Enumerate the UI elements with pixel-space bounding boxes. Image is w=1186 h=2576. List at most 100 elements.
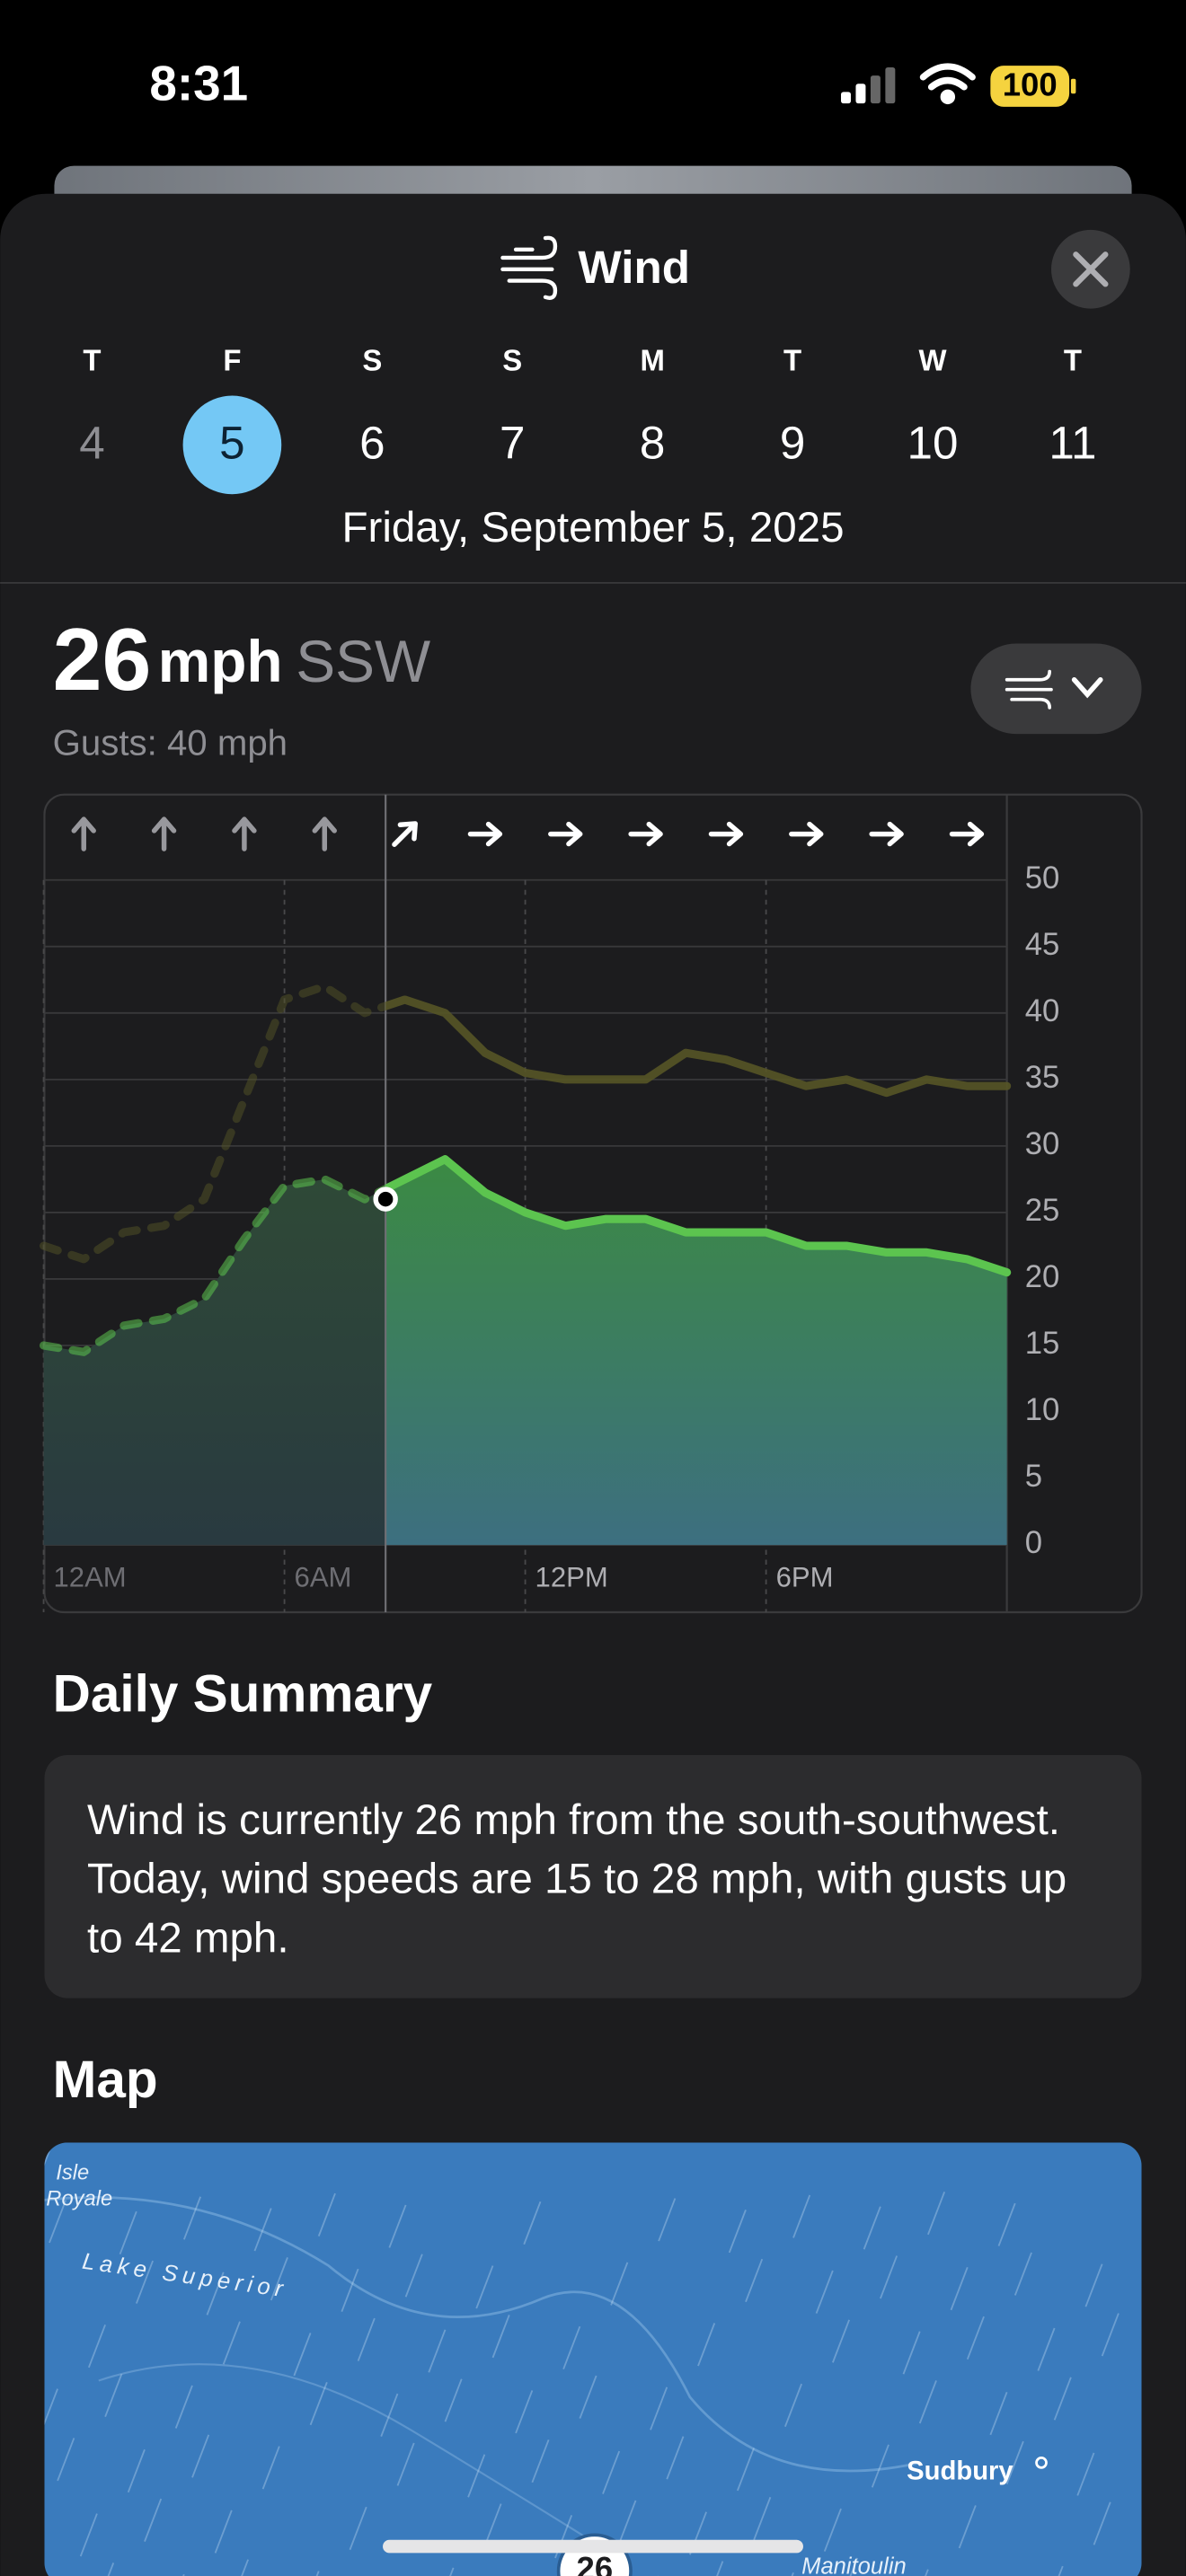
- streak: [119, 2210, 137, 2255]
- streak: [96, 2563, 115, 2576]
- day-date[interactable]: 6: [359, 418, 385, 469]
- streak: [270, 2257, 288, 2301]
- map-label: Manitoulin: [801, 2554, 907, 2576]
- day-letter: T: [1064, 344, 1082, 377]
- map-shore: [98, 2363, 625, 2563]
- streak: [950, 2267, 969, 2311]
- y-tick-label: 40: [1025, 994, 1060, 1028]
- streak: [396, 2442, 415, 2486]
- streak: [997, 2202, 1016, 2246]
- map[interactable]: Isle Royale Lake Superior Sudbury Manito…: [33, 2142, 1142, 2576]
- y-tick-label: 45: [1025, 928, 1060, 962]
- streak: [792, 2194, 811, 2238]
- day-date[interactable]: 9: [780, 418, 805, 469]
- streak: [144, 2498, 163, 2542]
- streak: [1037, 2327, 1056, 2371]
- battery-tip: [1070, 78, 1076, 94]
- map-title: Map: [53, 2051, 158, 2109]
- wind-area: [385, 1159, 1007, 1546]
- layer-menu[interactable]: [970, 643, 1142, 735]
- series-line: [385, 995, 1012, 1098]
- streak: [357, 2317, 376, 2361]
- y-tick-label: 5: [1025, 1460, 1042, 1494]
- streak: [880, 2255, 898, 2299]
- x-tick-label: 12AM: [54, 1562, 127, 1593]
- direction-arrow: [71, 816, 96, 851]
- streak: [863, 2206, 881, 2250]
- day-date[interactable]: 11: [1049, 418, 1096, 469]
- streak: [515, 2390, 534, 2434]
- streak: [214, 2510, 233, 2554]
- streak: [317, 2192, 336, 2236]
- y-tick-label: 10: [1025, 1393, 1060, 1427]
- streak: [261, 2446, 280, 2490]
- streak: [927, 2191, 946, 2236]
- summary-text-box: Wind is currently 26 mph from the south-…: [87, 1794, 1067, 1963]
- direction-arrow: [392, 821, 418, 847]
- y-tick-label: 50: [1025, 861, 1060, 895]
- streak: [79, 2513, 98, 2557]
- summary-title: Daily Summary: [53, 1665, 433, 1724]
- streak: [650, 2386, 668, 2430]
- menu-bg[interactable]: [970, 643, 1142, 735]
- now-point: [373, 1187, 398, 1212]
- x-tick-label: 12PM: [535, 1562, 608, 1593]
- streak: [341, 2268, 359, 2313]
- wifi-icon: [919, 63, 976, 105]
- streak: [380, 2393, 399, 2437]
- summary-box: [44, 1755, 1142, 1998]
- y-tick-label: 30: [1025, 1127, 1060, 1161]
- day-letter: T: [83, 344, 101, 377]
- direction-arrow: [708, 821, 744, 847]
- day-date[interactable]: 5: [219, 418, 244, 469]
- day-letter: M: [640, 344, 664, 377]
- map-badge-value: 26: [576, 2550, 613, 2576]
- streak: [191, 2434, 210, 2478]
- streak: [840, 2557, 859, 2576]
- gusts-label: Gusts: 40 mph: [53, 722, 288, 763]
- y-tick-label: 25: [1025, 1194, 1060, 1228]
- streak: [349, 2506, 367, 2551]
- x-tick-label: 6AM: [295, 1562, 352, 1593]
- streak: [753, 2496, 772, 2541]
- day-date[interactable]: 4: [79, 418, 104, 469]
- day-date[interactable]: 10: [907, 418, 959, 469]
- streak: [87, 2325, 106, 2369]
- day-letter: F: [223, 344, 241, 377]
- sheet-title: Wind: [578, 242, 690, 293]
- wind-icon: [500, 235, 558, 300]
- summary-text: Wind is currently 26 mph from the south-…: [87, 1794, 1067, 1963]
- menu-icon[interactable]: [1005, 669, 1103, 710]
- streak: [579, 2375, 597, 2419]
- close-button[interactable]: [1050, 229, 1130, 309]
- streak: [618, 2500, 637, 2544]
- streak: [1005, 2440, 1024, 2484]
- day-date[interactable]: 8: [640, 418, 665, 469]
- streak: [436, 2567, 455, 2576]
- streak: [562, 2325, 581, 2370]
- status-time: 8:31: [149, 55, 248, 110]
- series-line: [385, 1155, 1012, 1277]
- streak: [475, 2265, 494, 2309]
- streak: [728, 2210, 747, 2254]
- close-icon[interactable]: [1073, 251, 1109, 287]
- streak: [1045, 2565, 1064, 2576]
- day-date[interactable]: 7: [500, 418, 525, 469]
- direction-arrow: [467, 821, 503, 847]
- battery: [990, 66, 1070, 107]
- streak: [1076, 2452, 1095, 2496]
- day-letter: S: [502, 344, 522, 377]
- streak: [966, 2316, 985, 2360]
- map-bg[interactable]: [44, 2142, 1142, 2576]
- streak: [666, 2436, 685, 2480]
- streak: [388, 2204, 407, 2248]
- direction-arrow: [628, 821, 663, 847]
- streak: [57, 2438, 75, 2482]
- x-tick-label: 6PM: [776, 1562, 834, 1593]
- streak: [44, 2388, 58, 2432]
- battery-level: 100: [1003, 66, 1058, 103]
- streak: [871, 2444, 890, 2488]
- streak: [222, 2321, 241, 2365]
- map-label: Royale: [46, 2187, 112, 2211]
